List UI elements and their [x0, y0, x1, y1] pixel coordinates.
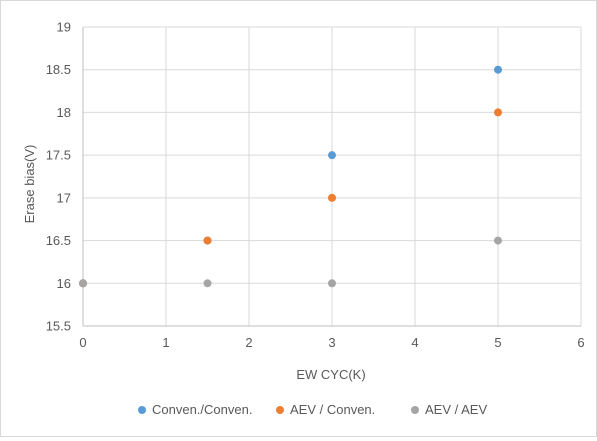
- legend-label: AEV / Conven.: [290, 402, 375, 417]
- x-tick-label: 6: [577, 335, 584, 350]
- legend-label: AEV / AEV: [425, 402, 487, 417]
- y-tick-label: 17: [57, 190, 71, 205]
- axes: [82, 27, 581, 327]
- y-tick-label: 16.5: [46, 233, 71, 248]
- legend: Conven./Conven. AEV / Conven. AEV / AEV: [138, 402, 487, 417]
- x-tick-label: 0: [79, 335, 86, 350]
- x-tick-label: 3: [328, 335, 335, 350]
- x-tick-label: 2: [245, 335, 252, 350]
- data-point: [328, 151, 336, 160]
- data-points: [79, 65, 502, 288]
- x-tick-label: 1: [162, 335, 169, 350]
- y-tick-label: 19: [57, 20, 71, 35]
- legend-marker: [276, 406, 284, 414]
- y-tick-label: 18: [57, 105, 71, 120]
- data-point: [494, 236, 502, 245]
- data-point: [203, 279, 212, 288]
- data-point: [494, 65, 502, 74]
- data-point: [79, 279, 87, 288]
- legend-marker: [411, 406, 419, 414]
- y-axis-label: Erase bias(V): [22, 145, 37, 224]
- legend-marker: [138, 406, 146, 414]
- y-tick-label: 18.5: [46, 62, 71, 77]
- data-point: [328, 193, 336, 202]
- legend-label: Conven./Conven.: [152, 402, 252, 417]
- data-point: [328, 279, 336, 288]
- tick-labels: 0 1 2 3 4 5 6 15.5 16 16.5 17 17.5 18 18.5 19: [46, 20, 585, 351]
- data-point: [203, 236, 212, 245]
- x-axis-label: EW CYC(K): [296, 367, 365, 382]
- y-tick-label: 17.5: [46, 148, 71, 163]
- data-point: [494, 108, 502, 117]
- y-tick-label: 16: [57, 276, 71, 291]
- y-tick-label: 15.5: [46, 319, 71, 334]
- x-tick-label: 5: [494, 335, 501, 350]
- x-tick-label: 4: [411, 335, 418, 350]
